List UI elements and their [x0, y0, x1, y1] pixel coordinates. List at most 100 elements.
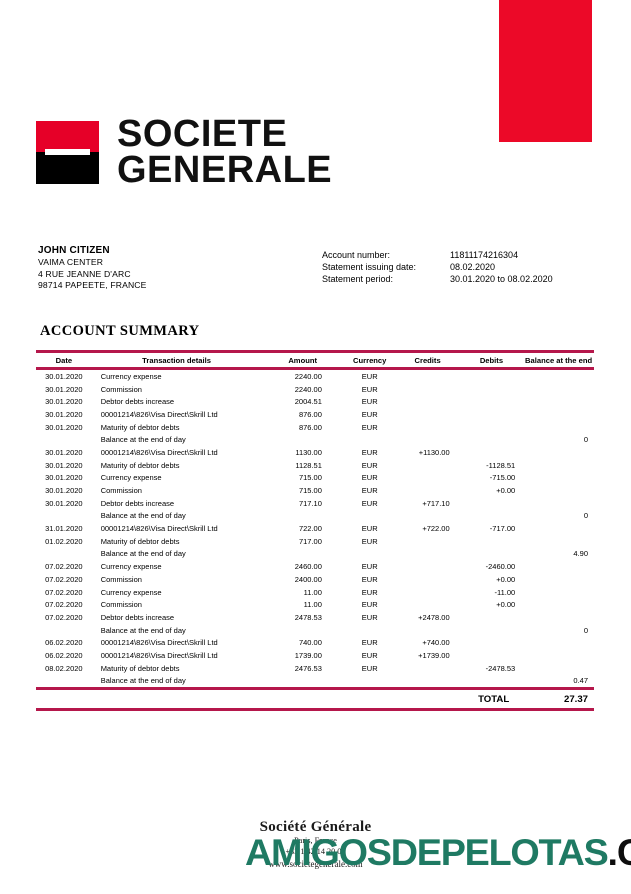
- cell-currency: EUR: [361, 409, 378, 419]
- cell-debits: [460, 395, 524, 408]
- cell-details: Currency expense: [100, 562, 162, 572]
- footer-phone: +33 1 42 14 20 00: [285, 846, 346, 856]
- cell-currency: EUR: [361, 600, 378, 610]
- cell-currency: EUR: [361, 397, 378, 407]
- cell-debits: [460, 675, 524, 689]
- cell-credits: [396, 675, 460, 689]
- cell-date: 30.01.2020: [45, 384, 83, 394]
- cell-balance: [523, 497, 594, 510]
- table-row: 31.01.2020 00001214\826\Visa Direct\Skril…: [36, 522, 594, 535]
- account-summary-table: Date Transaction details Amount Currency…: [36, 350, 594, 712]
- cell-details: Balance at the end of day: [100, 549, 186, 559]
- watermark-green-text: AMIGOSDEPELOTAS: [245, 832, 609, 873]
- cell-credits: +740.00: [422, 638, 450, 648]
- issuing-date-row: Statement issuing date: 08.02.2020: [322, 261, 553, 273]
- cell-debits: [460, 446, 524, 459]
- cell-credits: [396, 484, 460, 497]
- cell-date: 30.01.2020: [45, 371, 83, 381]
- cell-date: [36, 675, 92, 689]
- cell-date: 01.02.2020: [45, 536, 83, 546]
- cell-currency: EUR: [361, 371, 378, 381]
- cell-amount: [261, 624, 343, 637]
- cell-currency: EUR: [361, 498, 378, 508]
- cell-currency: [344, 510, 396, 523]
- cell-details: Commission: [100, 384, 142, 394]
- cell-currency: EUR: [361, 422, 378, 432]
- cell-credits: [396, 560, 460, 573]
- table-row: 30.01.2020 Commission 2240.00 EUR: [36, 383, 594, 396]
- total-rule-top: [36, 687, 594, 691]
- cell-debits: [460, 624, 524, 637]
- cell-debits: -1128.51: [486, 460, 516, 470]
- cell-credits: [396, 383, 460, 396]
- cell-date: 30.01.2020: [45, 460, 83, 470]
- table-row: 07.02.2020 Debtor debts increase 2478.53 EU…: [36, 611, 594, 624]
- cell-credits: +1739.00: [418, 650, 450, 660]
- page-title: ACCOUNT SUMMARY: [40, 323, 200, 339]
- cell-details: Commission: [100, 600, 142, 610]
- cell-date: 30.01.2020: [45, 422, 83, 432]
- total-row: TOTAL 27.37: [36, 690, 594, 710]
- cell-credits: [396, 421, 460, 434]
- cell-currency: EUR: [361, 650, 378, 660]
- balance-end-of-day-row: Balance at the end of day 0: [36, 624, 594, 637]
- logo-black-half: [36, 151, 99, 184]
- cell-debits: -2478.53: [485, 663, 516, 673]
- cell-currency: EUR: [361, 562, 378, 572]
- cell-debits: +0.00: [496, 574, 516, 584]
- bank-logo: SOCIETE GENERALE: [36, 113, 332, 190]
- cell-details: Commission: [100, 486, 142, 496]
- cell-balance: [523, 636, 594, 649]
- statement-period-row: Statement period: 30.01.2020 to 08.02.20…: [322, 273, 553, 285]
- cell-currency: [344, 548, 396, 561]
- cell-amount: 2240.00: [294, 384, 322, 394]
- issuing-date-label: Statement issuing date:: [322, 262, 417, 273]
- cell-credits: [396, 598, 460, 611]
- cell-amount: 1130.00: [295, 447, 322, 457]
- table-row: 07.02.2020 Commission 2400.00 EUR +0.00: [36, 573, 594, 586]
- cell-details: 00001214\826\Visa Direct\Skrill Ltd: [100, 650, 218, 660]
- cell-credits: [396, 624, 460, 637]
- table-row: 07.02.2020 Commission 11.00 EUR +0.00: [36, 598, 594, 611]
- table-row: 07.02.2020 Currency expense 11.00 EUR -11.00: [36, 586, 594, 599]
- logo-white-bar: [45, 148, 90, 155]
- statement-period-label: Statement period:: [322, 274, 394, 285]
- cell-credits: [396, 573, 460, 586]
- cell-debits: [460, 649, 524, 662]
- cell-balance: 4.90: [573, 549, 588, 559]
- cell-debits: [460, 548, 524, 561]
- table-row: 30.01.2020 Debtor debts increase 717.10 EUR…: [36, 497, 594, 510]
- cell-credits: [396, 586, 460, 599]
- bank-wordmark-line1: SOCIETE: [117, 113, 288, 155]
- cell-credits: [396, 662, 460, 675]
- table-row: 30.01.2020 Currency expense 2240.00 EUR: [36, 369, 594, 383]
- bank-wordmark: SOCIETE GENERALE: [117, 113, 332, 190]
- table-row: 30.01.2020 Commission 715.00 EUR +0.00: [36, 484, 594, 497]
- customer-address-line-2: 4 RUE JEANNE D'ARC: [38, 268, 131, 279]
- cell-amount: 715.00: [298, 473, 322, 483]
- cell-date: 30.01.2020: [45, 473, 83, 483]
- cell-amount: 2478.53: [294, 612, 322, 622]
- cell-debits: -717.00: [489, 524, 516, 534]
- cell-balance: [523, 472, 594, 485]
- cell-balance: [523, 459, 594, 472]
- watermark: AMIGOSDEPELOTAS.COM: [245, 833, 631, 873]
- cell-credits: [396, 395, 460, 408]
- cell-balance: [523, 383, 594, 396]
- table-row: 08.02.2020 Maturity of debtor debts 2476.5…: [36, 662, 594, 675]
- column-header-currency: Currency: [343, 350, 396, 370]
- logo-red-half: [36, 120, 99, 152]
- cell-credits: [396, 459, 460, 472]
- cell-details: Balance at the end of day: [100, 625, 186, 635]
- cell-balance: [523, 662, 594, 675]
- cell-debits: +0.00: [496, 600, 516, 610]
- cell-credits: [396, 408, 460, 421]
- cell-currency: EUR: [361, 536, 378, 546]
- column-header-debits: Debits: [459, 350, 524, 370]
- cell-amount: 2400.00: [294, 574, 322, 584]
- cell-details: Debtor debts increase: [100, 612, 175, 622]
- cell-balance: [523, 598, 594, 611]
- cell-balance: [523, 649, 594, 662]
- cell-date: 30.01.2020: [45, 486, 83, 496]
- cell-debits: [460, 421, 524, 434]
